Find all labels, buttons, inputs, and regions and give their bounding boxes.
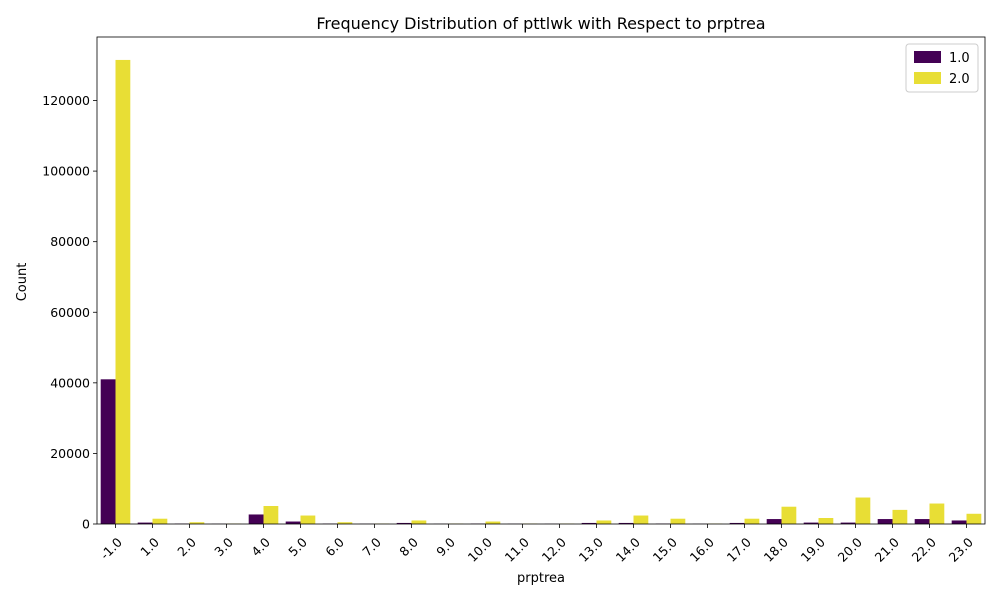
bar-2.0--1.0	[115, 59, 131, 524]
x-tick-label: 13.0	[576, 535, 606, 565]
bar-2.0-2.0	[189, 522, 205, 524]
bar-2.0-1.0	[152, 518, 168, 524]
x-tick-label: 9.0	[433, 535, 458, 560]
bar-1.0-17.0	[729, 522, 745, 524]
x-tick-label: 18.0	[761, 535, 791, 565]
bar-2.0-5.0	[300, 515, 316, 524]
bar-2.0-20.0	[855, 497, 871, 524]
bar-1.0-20.0	[840, 522, 856, 524]
y-tick-label: 80000	[50, 234, 90, 249]
x-axis-label: prptrea	[517, 571, 565, 586]
bar-1.0-23.0	[951, 520, 967, 524]
bar-2.0-14.0	[633, 515, 649, 524]
y-tick-label: 40000	[50, 375, 90, 390]
x-tick-label: 5.0	[285, 535, 310, 560]
y-tick-label: 120000	[42, 93, 90, 108]
x-tick-label: 1.0	[137, 535, 162, 560]
x-tick-label: 19.0	[798, 535, 828, 565]
x-tick-label: 6.0	[322, 535, 347, 560]
x-tick-label: 20.0	[835, 535, 865, 565]
bar-2.0-17.0	[744, 518, 760, 524]
bar-2.0-18.0	[781, 506, 797, 524]
bar-2.0-22.0	[929, 503, 945, 524]
x-tick-label: 15.0	[650, 535, 680, 565]
bar-2.0-19.0	[818, 518, 834, 524]
bar-1.0-18.0	[766, 519, 782, 524]
bar-1.0-19.0	[803, 522, 819, 524]
y-axis-label: Count	[15, 263, 30, 302]
bar-2.0-15.0	[670, 518, 686, 524]
legend-swatch-2.0	[914, 72, 941, 84]
bar-2.0-23.0	[966, 513, 982, 524]
y-tick-label: 0	[82, 517, 90, 532]
x-tick-label: 11.0	[502, 535, 532, 565]
x-tick-label: 22.0	[909, 535, 939, 565]
x-tick-label: 21.0	[872, 535, 902, 565]
bar-2.0-4.0	[263, 506, 279, 524]
x-tick-label: 17.0	[724, 535, 754, 565]
legend: 1.02.0	[905, 43, 979, 93]
x-tick-label: 7.0	[359, 535, 384, 560]
bar-2.0-8.0	[411, 520, 427, 524]
y-tick-label: 60000	[50, 305, 90, 320]
bar-1.0-14.0	[618, 522, 634, 524]
x-tick-label: 3.0	[211, 535, 236, 560]
legend-swatch-1.0	[914, 51, 941, 63]
bar-1.0-5.0	[285, 521, 301, 524]
bar-2.0-21.0	[892, 509, 908, 524]
bar-1.0-13.0	[581, 522, 597, 524]
bar-2.0-13.0	[596, 520, 612, 524]
bar-2.0-6.0	[337, 522, 353, 524]
x-tick-label: 8.0	[396, 535, 421, 560]
x-tick-label: 2.0	[174, 535, 199, 560]
chart-title: Frequency Distribution of pttlwk with Re…	[316, 14, 765, 33]
bar-1.0-21.0	[877, 519, 893, 524]
x-tick-label: 12.0	[539, 535, 569, 565]
x-tick-label: -1.0	[97, 534, 125, 562]
bar-2.0-10.0	[485, 521, 501, 524]
y-tick-label: 20000	[50, 446, 90, 461]
legend-label-2.0: 2.0	[949, 72, 970, 87]
bar-1.0-22.0	[914, 519, 930, 524]
x-tick-label: 4.0	[248, 535, 273, 560]
legend-label-1.0: 1.0	[949, 51, 970, 66]
bar-1.0-8.0	[396, 522, 412, 524]
x-tick-label: 14.0	[613, 535, 643, 565]
plot-frame	[96, 36, 986, 525]
bar-1.0-4.0	[248, 514, 264, 524]
x-tick-label: 16.0	[687, 535, 717, 565]
bar-1.0-1.0	[137, 522, 153, 524]
y-tick-label: 100000	[42, 164, 90, 179]
x-tick-label: 23.0	[946, 535, 976, 565]
plot-area: 0 20000 40000 60000 80000 100000 120000 -1.0 1.0…	[42, 36, 986, 565]
bar-1.0--1.0	[100, 379, 116, 524]
x-tick-label: 10.0	[465, 535, 495, 565]
